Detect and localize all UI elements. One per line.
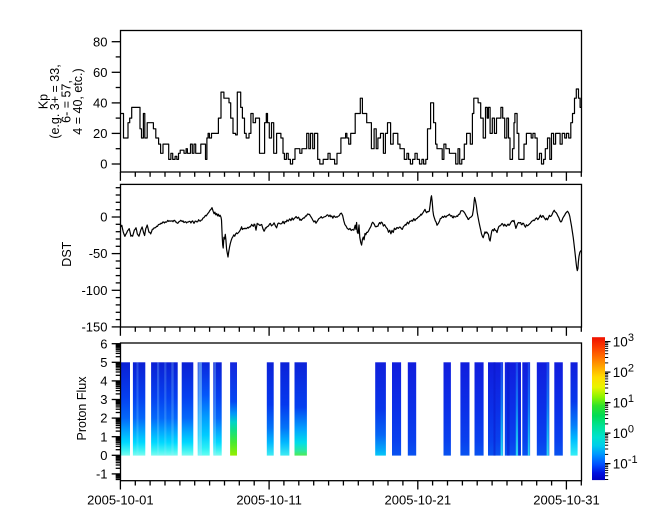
svg-text:80: 80 xyxy=(93,34,107,49)
svg-text:-100: -100 xyxy=(81,283,107,298)
svg-text:6- = 57,: 6- = 57, xyxy=(59,80,73,123)
svg-text:40: 40 xyxy=(93,96,107,111)
svg-text:2: 2 xyxy=(100,411,107,426)
svg-text:4 = 40, etc.): 4 = 40, etc.) xyxy=(71,68,85,134)
svg-text:5: 5 xyxy=(100,355,107,370)
svg-text:1: 1 xyxy=(100,429,107,444)
svg-text:0: 0 xyxy=(100,448,107,463)
svg-text:0: 0 xyxy=(100,157,107,172)
svg-text:4: 4 xyxy=(100,374,107,389)
svg-text:2005-10-11: 2005-10-11 xyxy=(236,493,302,508)
svg-text:6: 6 xyxy=(100,336,107,351)
svg-text:-1: -1 xyxy=(96,467,108,482)
svg-text:3: 3 xyxy=(100,392,107,407)
svg-text:-50: -50 xyxy=(89,246,108,261)
svg-text:2005-10-21: 2005-10-21 xyxy=(385,493,452,508)
svg-text:20: 20 xyxy=(93,126,107,141)
svg-text:(e.g. 3+ = 33,: (e.g. 3+ = 33, xyxy=(48,64,62,138)
svg-text:2005-10-01: 2005-10-01 xyxy=(87,493,154,508)
svg-text:DST: DST xyxy=(60,241,74,266)
svg-text:Proton Flux: Proton Flux xyxy=(75,376,89,441)
svg-text:2005-10-31: 2005-10-31 xyxy=(533,493,600,508)
svg-text:-150: -150 xyxy=(81,320,107,335)
svg-text:Kp: Kp xyxy=(37,94,51,109)
svg-text:0: 0 xyxy=(100,210,107,225)
svg-text:60: 60 xyxy=(93,65,107,80)
